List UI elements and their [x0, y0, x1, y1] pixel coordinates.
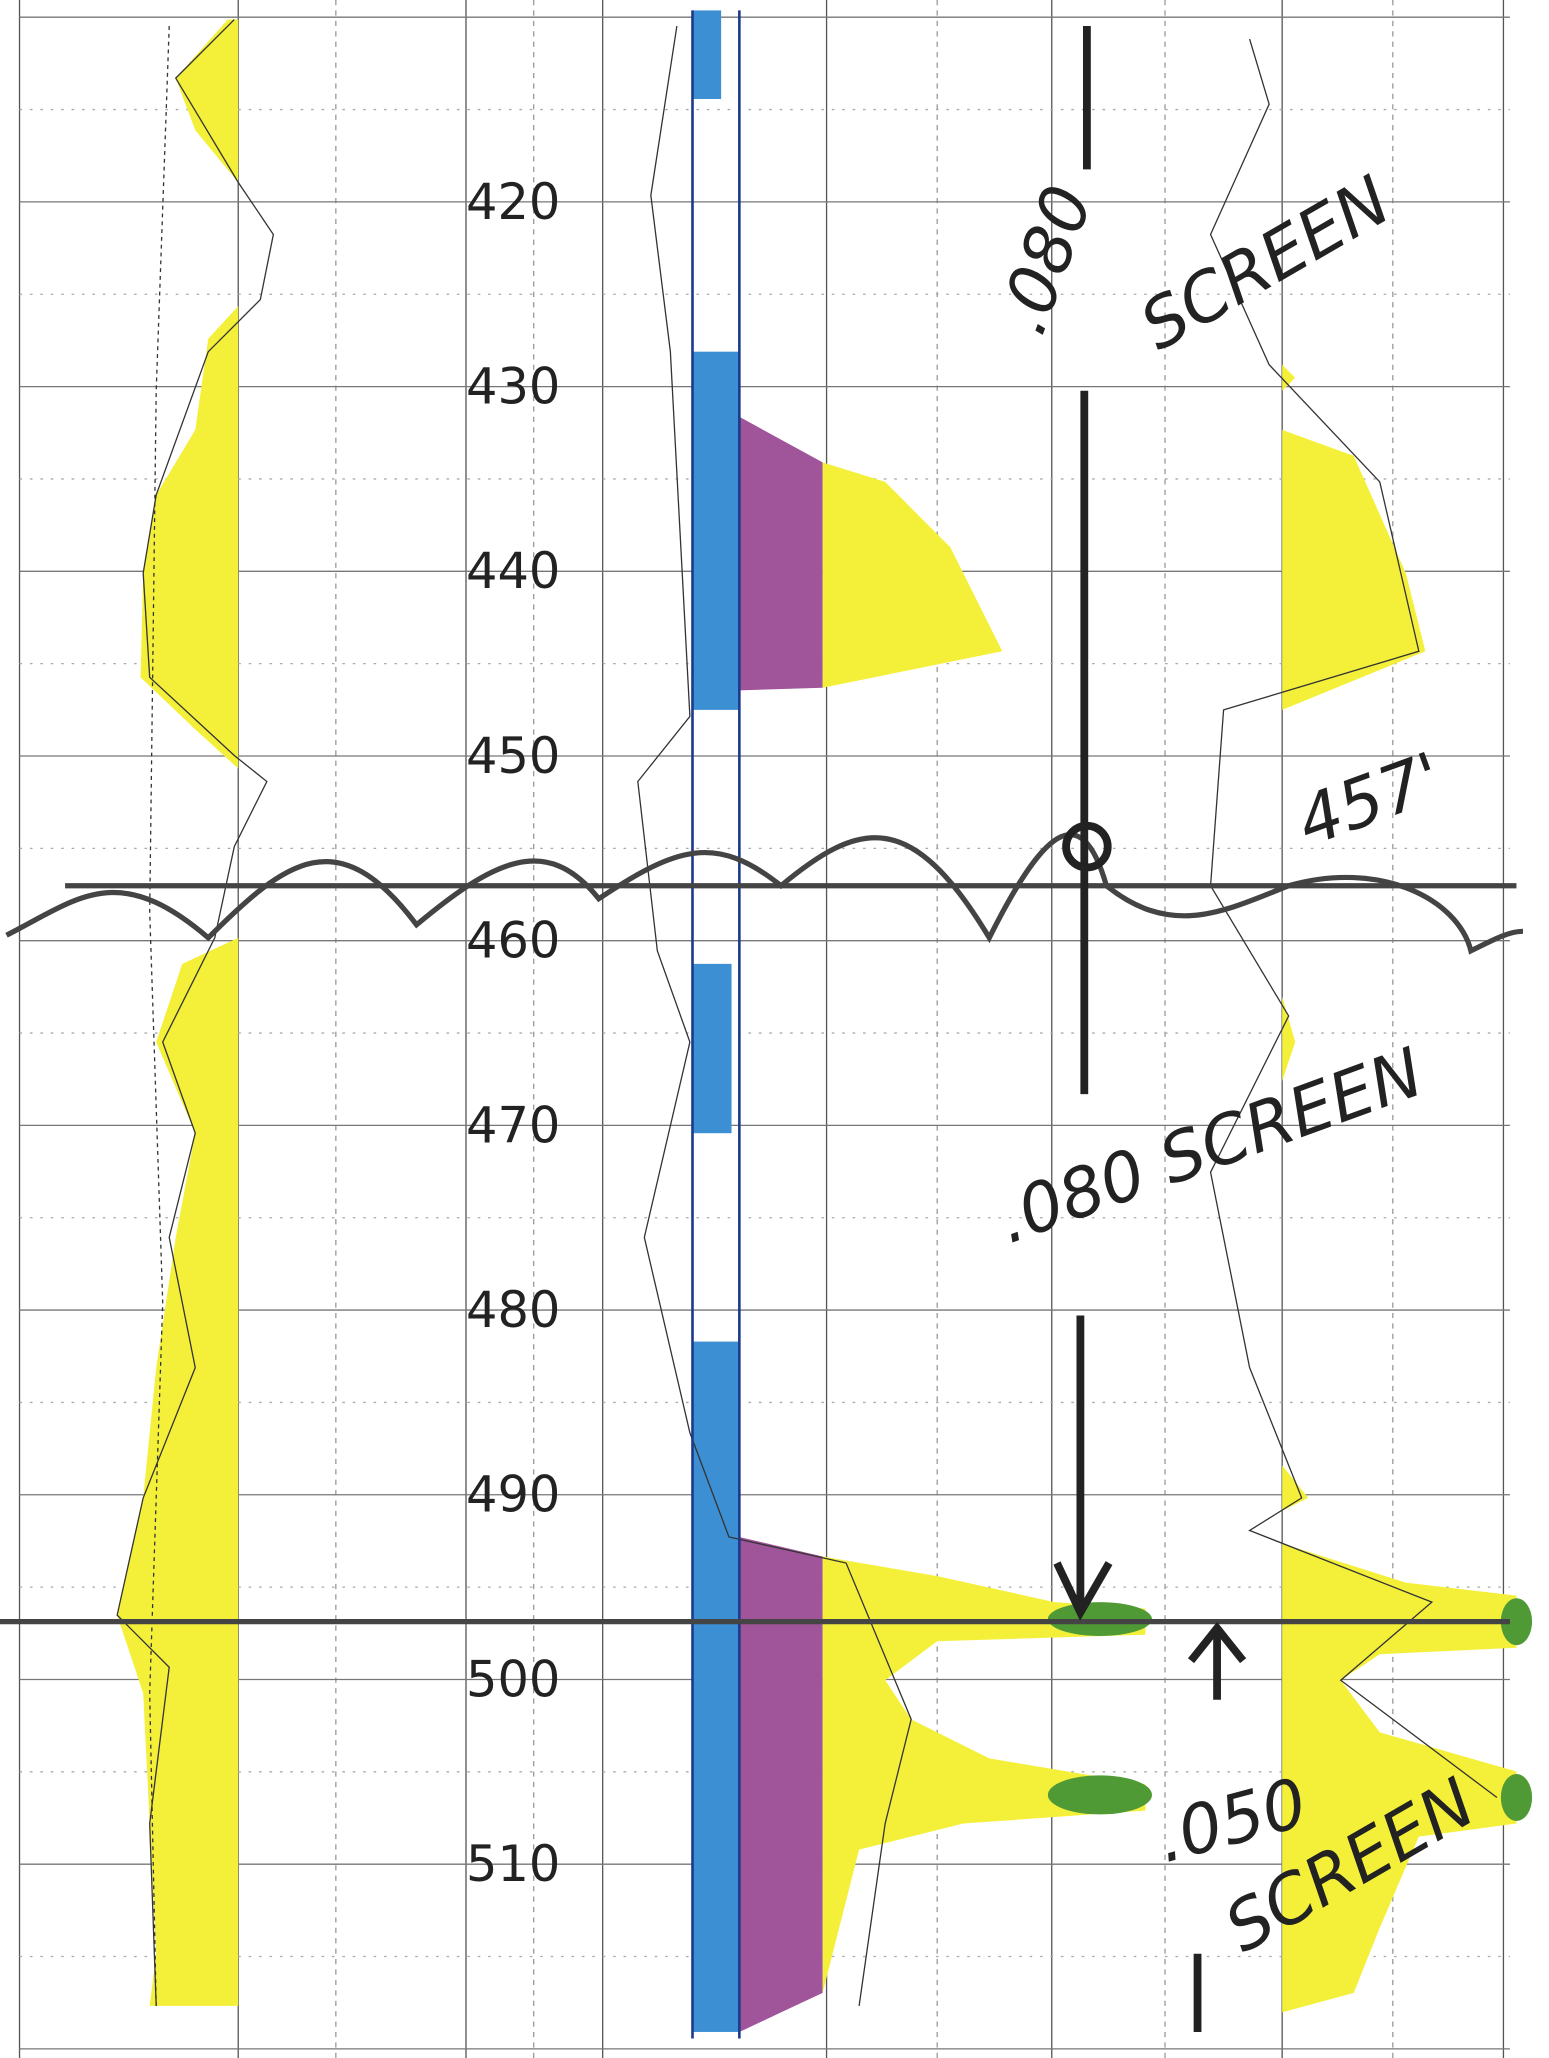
yellow-fill: [822, 1556, 1146, 1993]
yellow-fill: [140, 306, 239, 769]
purple-fill: [739, 416, 823, 691]
yellow-fill: [1282, 1543, 1517, 2013]
green-fill: [1047, 1775, 1152, 1815]
depth-label: 460: [466, 912, 560, 970]
annotation: SCREEN: [1127, 160, 1403, 365]
green-fill: [1500, 1774, 1533, 1821]
depth-label: 480: [466, 1281, 560, 1339]
blue-fill: [692, 1341, 740, 2032]
depth-label: 500: [466, 1650, 560, 1708]
green-fill: [1500, 1598, 1533, 1646]
annotation: .080: [982, 175, 1108, 344]
depth-label: 420: [466, 173, 560, 231]
lines: [0, 10, 1524, 2039]
curve: [149, 26, 170, 2006]
yellow-fill: [175, 19, 239, 183]
annotation: .080 SCREEN: [987, 1032, 1433, 1259]
curve: [1209, 38, 1498, 1799]
yellow-fill: [822, 462, 1003, 688]
curve: [116, 19, 275, 2006]
blue-fill: [692, 10, 722, 99]
blue-fill: [692, 351, 740, 710]
depth-label: 430: [466, 358, 560, 416]
yellow-fill: [1282, 1465, 1309, 1511]
purple-fill: [739, 1536, 823, 2032]
yellow-fill: [117, 937, 239, 2006]
fills: [117, 10, 1533, 2032]
depth-label: 490: [466, 1466, 560, 1524]
yellow-fill: [1282, 996, 1296, 1082]
depth-label: 450: [466, 727, 560, 785]
depth-label: 440: [466, 542, 560, 600]
curve: [637, 25, 912, 2006]
log-curves: [116, 19, 1498, 2006]
depth-label: 470: [466, 1096, 560, 1154]
depth-label: 510: [466, 1835, 560, 1893]
yellow-fill: [1282, 429, 1426, 710]
wavy-line: [5, 832, 1524, 955]
blue-fill: [692, 963, 732, 1134]
screen-marks: [1053, 26, 1247, 2032]
yellow-fill: [1282, 364, 1296, 391]
